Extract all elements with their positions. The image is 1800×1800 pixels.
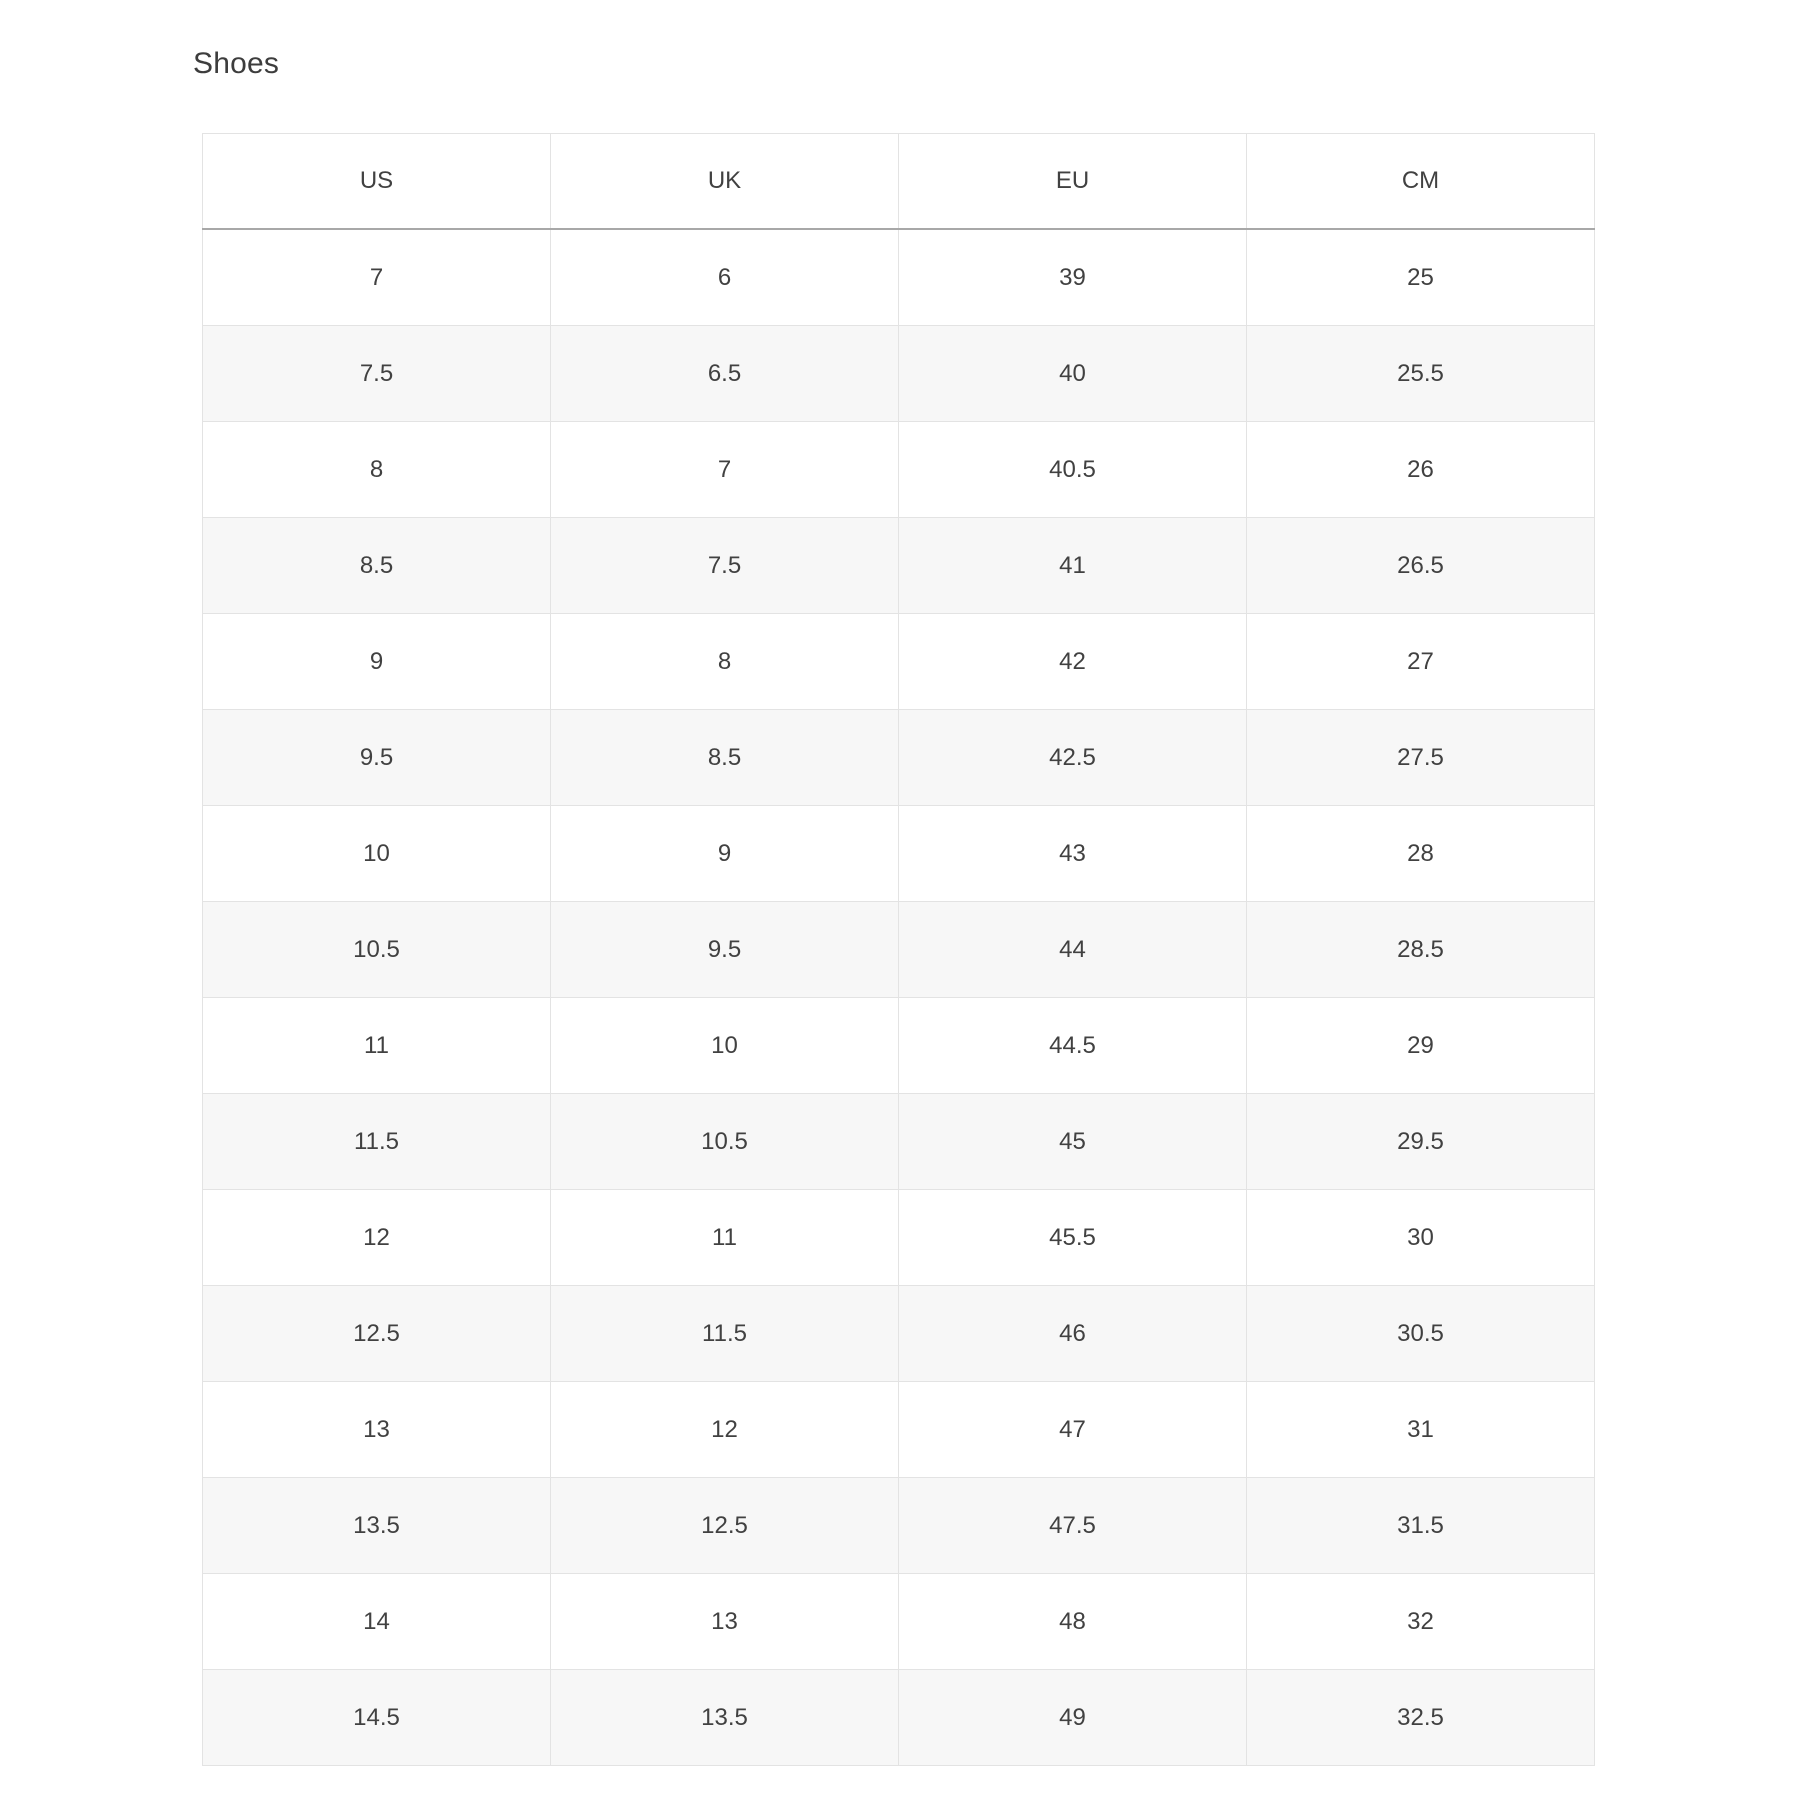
table-cell: 8.5 [550, 709, 899, 806]
table-row: 8 7 40.5 26 [202, 421, 1595, 518]
table-row: 8.5 7.5 41 26.5 [202, 517, 1595, 614]
table-cell: 30.5 [1246, 1285, 1595, 1382]
shoe-size-conversion-table: US UK EU CM 7 6 39 25 7.5 6.5 40 25.5 8 7 40.5 26 8.5 7.… [202, 133, 1595, 1766]
table-cell: 7.5 [550, 517, 899, 614]
table-row: 9.5 8.5 42.5 27.5 [202, 709, 1595, 806]
table-cell: 29.5 [1246, 1093, 1595, 1190]
table-cell: 12 [202, 1189, 551, 1286]
header-row: US UK EU CM [202, 133, 1595, 230]
table-cell: 14.5 [202, 1669, 551, 1766]
table-cell: 28 [1246, 805, 1595, 902]
table-cell: 11 [550, 1189, 899, 1286]
table-row: 9 8 42 27 [202, 613, 1595, 710]
table-cell: 14 [202, 1573, 551, 1670]
table-cell: 10.5 [202, 901, 551, 998]
table-cell: 8.5 [202, 517, 551, 614]
table-cell: 26 [1246, 421, 1595, 518]
table-cell: 46 [898, 1285, 1247, 1382]
table-cell: 7 [202, 228, 551, 326]
table-cell: 48 [898, 1573, 1247, 1670]
column-header-cm: CM [1246, 133, 1595, 230]
table-cell: 11 [202, 997, 551, 1094]
table-cell: 6.5 [550, 325, 899, 422]
table-cell: 29 [1246, 997, 1595, 1094]
table-cell: 40 [898, 325, 1247, 422]
table-row: 14 13 48 32 [202, 1573, 1595, 1670]
table-cell: 11.5 [202, 1093, 551, 1190]
table-cell: 31.5 [1246, 1477, 1595, 1574]
table-cell: 39 [898, 228, 1247, 326]
table-cell: 12.5 [550, 1477, 899, 1574]
table-row: 7 6 39 25 [202, 228, 1595, 326]
table-row: 14.5 13.5 49 32.5 [202, 1669, 1595, 1766]
table-cell: 10 [550, 997, 899, 1094]
table-cell: 12.5 [202, 1285, 551, 1382]
table-cell: 27 [1246, 613, 1595, 710]
table-cell: 13 [202, 1381, 551, 1478]
column-header-uk: UK [550, 133, 899, 230]
page-title: Shoes [193, 47, 280, 80]
table-cell: 9 [550, 805, 899, 902]
table-cell: 13 [550, 1573, 899, 1670]
table-cell: 49 [898, 1669, 1247, 1766]
table-cell: 28.5 [1246, 901, 1595, 998]
size-table-body: 7 6 39 25 7.5 6.5 40 25.5 8 7 40.5 26 8.5 7.5 41 26.5 9 8… [202, 228, 1595, 1766]
table-cell: 12 [550, 1381, 899, 1478]
table-cell: 45 [898, 1093, 1247, 1190]
table-cell: 10 [202, 805, 551, 902]
table-row: 13.5 12.5 47.5 31.5 [202, 1477, 1595, 1574]
table-cell: 13.5 [202, 1477, 551, 1574]
table-row: 10.5 9.5 44 28.5 [202, 901, 1595, 998]
table-cell: 41 [898, 517, 1247, 614]
table-row: 12 11 45.5 30 [202, 1189, 1595, 1286]
table-row: 7.5 6.5 40 25.5 [202, 325, 1595, 422]
table-cell: 31 [1246, 1381, 1595, 1478]
table-cell: 9.5 [550, 901, 899, 998]
table-cell: 10.5 [550, 1093, 899, 1190]
table-cell: 13.5 [550, 1669, 899, 1766]
table-cell: 6 [550, 228, 899, 326]
table-cell: 26.5 [1246, 517, 1595, 614]
table-cell: 44.5 [898, 997, 1247, 1094]
table-cell: 9 [202, 613, 551, 710]
table-cell: 47 [898, 1381, 1247, 1478]
table-cell: 8 [550, 613, 899, 710]
column-header-eu: EU [898, 133, 1247, 230]
table-cell: 43 [898, 805, 1247, 902]
table-row: 11 10 44.5 29 [202, 997, 1595, 1094]
table-cell: 8 [202, 421, 551, 518]
table-row: 13 12 47 31 [202, 1381, 1595, 1478]
table-cell: 11.5 [550, 1285, 899, 1382]
table-cell: 7 [550, 421, 899, 518]
table-cell: 9.5 [202, 709, 551, 806]
table-cell: 42.5 [898, 709, 1247, 806]
table-cell: 42 [898, 613, 1247, 710]
table-cell: 27.5 [1246, 709, 1595, 806]
size-table-header: US UK EU CM [202, 133, 1595, 230]
table-cell: 47.5 [898, 1477, 1247, 1574]
table-cell: 25.5 [1246, 325, 1595, 422]
table-cell: 44 [898, 901, 1247, 998]
table-row: 12.5 11.5 46 30.5 [202, 1285, 1595, 1382]
table-row: 11.5 10.5 45 29.5 [202, 1093, 1595, 1190]
table-cell: 30 [1246, 1189, 1595, 1286]
table-cell: 25 [1246, 228, 1595, 326]
table-cell: 45.5 [898, 1189, 1247, 1286]
column-header-us: US [202, 133, 551, 230]
table-cell: 32.5 [1246, 1669, 1595, 1766]
table-cell: 7.5 [202, 325, 551, 422]
table-cell: 40.5 [898, 421, 1247, 518]
table-cell: 32 [1246, 1573, 1595, 1670]
table-row: 10 9 43 28 [202, 805, 1595, 902]
